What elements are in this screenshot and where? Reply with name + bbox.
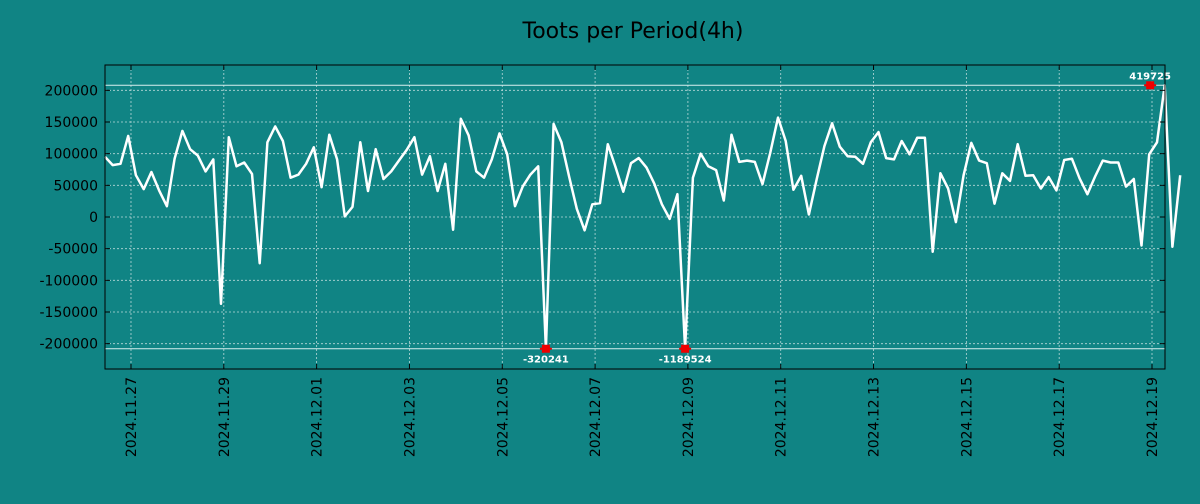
x-tick-label: 2024.12.05 — [495, 377, 511, 457]
y-tick-label: 100000 — [45, 147, 98, 163]
y-tick-label: 0 — [89, 210, 98, 226]
extreme-point-label: 419725 — [1129, 71, 1171, 82]
extreme-point-label: -1189524 — [659, 355, 712, 366]
plot-frame — [104, 64, 1166, 370]
chart-title: Toots per Period(4h) — [522, 19, 744, 44]
series-line-toots — [104, 84, 1182, 350]
y-tick-label: -100000 — [40, 273, 99, 289]
y-tick-label: -150000 — [40, 305, 99, 321]
x-tick-label: 2024.12.15 — [959, 377, 975, 457]
x-tick-label: 2024.11.27 — [124, 377, 140, 457]
x-tick-label: 2024.12.19 — [1145, 377, 1161, 457]
x-tick-label: 2024.12.17 — [1052, 377, 1068, 457]
x-tick-label: 2024.12.01 — [310, 377, 326, 457]
y-tick-label: -200000 — [40, 337, 99, 353]
y-tick-label: 150000 — [45, 115, 98, 131]
x-tick-label: 2024.12.07 — [588, 377, 604, 457]
x-tick-label: 2024.12.09 — [681, 377, 697, 457]
x-tick-label: 2024.12.11 — [774, 377, 790, 457]
x-tick-label: 2024.12.03 — [402, 377, 418, 457]
y-tick-label: 50000 — [53, 178, 98, 194]
x-tick-label: 2024.12.13 — [867, 377, 883, 457]
extreme-point-label: -320241 — [523, 355, 569, 366]
x-tick-label: 2024.11.29 — [217, 377, 233, 457]
y-tick-label: -50000 — [48, 242, 98, 258]
y-tick-label: 200000 — [45, 83, 98, 99]
